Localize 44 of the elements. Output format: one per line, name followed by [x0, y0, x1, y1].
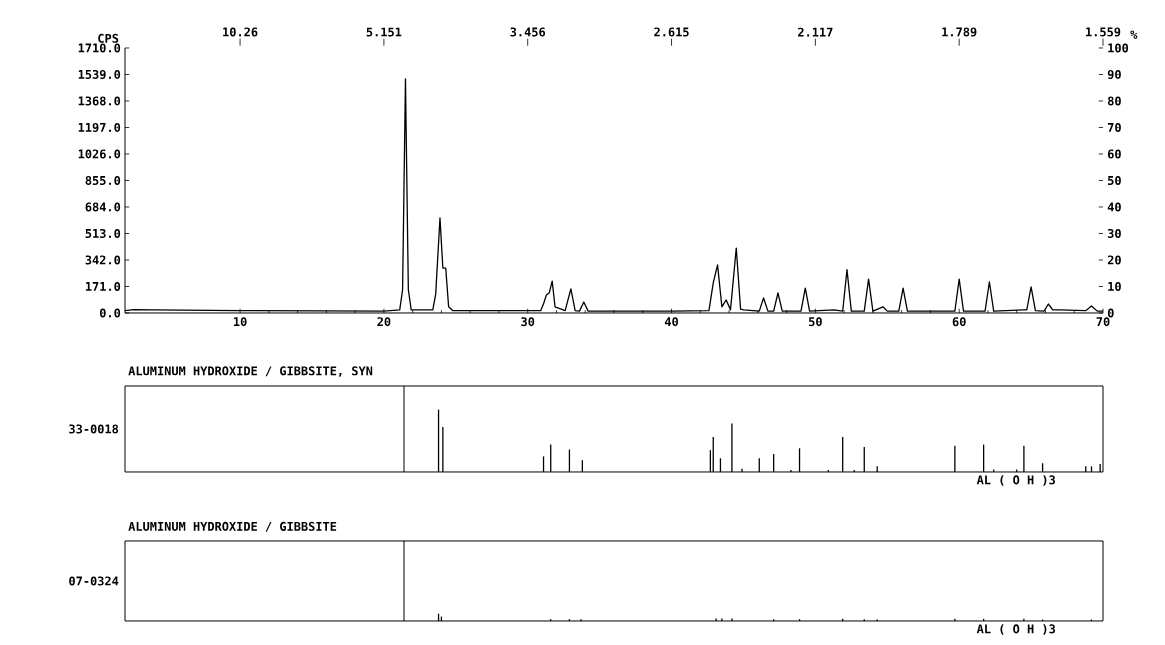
y2-tick-label: 80 [1107, 96, 1121, 106]
y2-tick-label: 10 [1108, 281, 1121, 292]
y2-tick-label: 40 [1107, 202, 1121, 212]
y-axis-title: 07-0324 [69, 576, 119, 586]
y2-tick-label: 30 [1107, 228, 1121, 239]
y-tick-label: 342.0 [85, 255, 121, 265]
y-axis-title: CPS [98, 33, 119, 43]
x-tick-label: 20 [377, 317, 391, 327]
text: 3.456 [510, 27, 546, 37]
text: AL ( O H )3 [976, 475, 1056, 486]
y2-tick-label: 20 [1107, 255, 1121, 265]
y-tick-label: 1197.0 [78, 122, 121, 133]
y2-tick-label: 50 [1108, 175, 1121, 186]
y-axis-title: 33-0018 [69, 424, 119, 434]
text: AL ( O H )3 [976, 624, 1056, 635]
y2-tick-label: 70 [1107, 122, 1121, 133]
y-tick-label: 1539.0 [78, 69, 121, 80]
text: 1.789 [942, 27, 977, 37]
y2-tick-label: 90 [1107, 69, 1121, 80]
x-tick-label: 10 [233, 317, 247, 327]
text: 10.26 [223, 27, 258, 37]
x-tick-label: 50 [808, 317, 822, 327]
y-tick-label: 684.0 [85, 202, 121, 212]
y2-tick-label: 100 [1108, 43, 1129, 53]
y-tick-label: 0.0 [99, 308, 121, 318]
y2-tick-label: 0 [1107, 308, 1114, 318]
y-tick-label: 1710.0 [78, 43, 121, 53]
text: 1.559 [1086, 27, 1121, 37]
x-tick-label: 30 [521, 317, 535, 327]
text: 5.151 [366, 27, 402, 37]
y-tick-label: 855.0 [85, 175, 121, 186]
y-tick-label: 1026.0 [78, 149, 121, 159]
x-tick-label: 70 [1096, 317, 1110, 327]
y2-tick-label: 60 [1107, 149, 1121, 159]
x-tick-label: 60 [952, 317, 966, 327]
chart-title: ALUMINUM HYDROXIDE / GIBBSITE [128, 521, 337, 532]
y2-axis-title: % [1130, 30, 1138, 39]
y-tick-label: 513.0 [85, 228, 121, 238]
chart-title: ALUMINUM HYDROXIDE / GIBBSITE, SYN [128, 366, 373, 377]
x-tick-label: 40 [664, 317, 679, 327]
y-tick-label: 1368.0 [78, 96, 121, 106]
text: 2.615 [654, 27, 689, 37]
y-tick-label: 171.0 [85, 281, 121, 292]
text: 2.117 [798, 27, 833, 37]
